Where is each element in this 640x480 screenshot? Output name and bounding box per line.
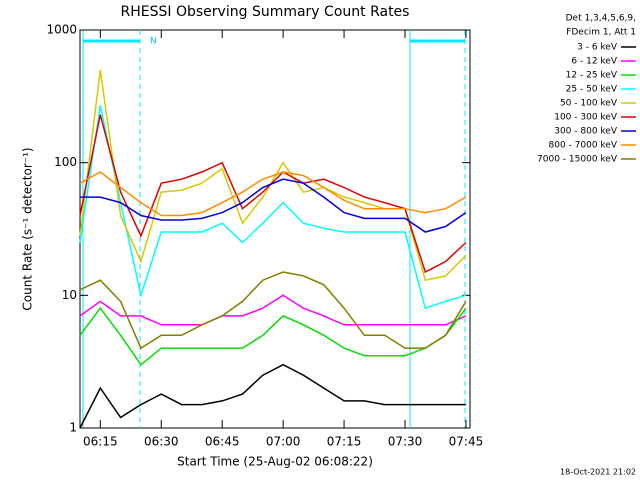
legend-header: Det 1,3,4,5,6,9, <box>566 14 636 24</box>
x-axis-label: Start Time (25-Aug-02 06:08:22) <box>177 455 373 469</box>
y-tick-label: 1000 <box>46 23 77 37</box>
legend-label: 3 - 6 keV <box>577 43 618 53</box>
y-tick-label: 1 <box>69 421 77 435</box>
legend-label: 300 - 800 keV <box>554 127 618 137</box>
x-tick-label: 07:00 <box>266 435 301 449</box>
series-line <box>79 105 467 310</box>
x-tick-label: 06:45 <box>205 435 240 449</box>
timestamp: 18-Oct-2021 21:02 <box>560 468 636 477</box>
night-markers <box>82 30 466 428</box>
series-line <box>79 306 467 366</box>
series-line <box>79 171 467 217</box>
night-label: N <box>150 37 157 47</box>
x-tick-label: 07:30 <box>388 435 423 449</box>
legend-label: 6 - 12 keV <box>571 57 617 67</box>
x-tick-label: 06:30 <box>144 435 179 449</box>
legend-label: 12 - 25 keV <box>566 71 618 81</box>
series-line <box>79 114 467 274</box>
legend-label: 800 - 7000 keV <box>549 141 618 151</box>
legend-label: 25 - 50 keV <box>566 85 618 95</box>
y-axis-label: Count Rate (s⁻¹ detector⁻¹) <box>21 147 35 310</box>
series-line <box>79 294 467 326</box>
legend-label: 7000 - 15000 keV <box>537 155 618 165</box>
series-line <box>79 363 466 429</box>
chart-title: RHESSI Observing Summary Count Rates <box>121 4 410 20</box>
x-tick-label: 07:15 <box>327 435 362 449</box>
x-tick-label: 06:15 <box>83 435 118 449</box>
x-tick-label: 07:45 <box>449 435 484 449</box>
series-line <box>80 178 467 233</box>
series-line <box>79 271 467 350</box>
y-tick-label: 100 <box>54 155 77 169</box>
plot-frame <box>79 29 471 429</box>
legend-label: 50 - 100 keV <box>560 99 618 109</box>
legend-label: 100 - 300 keV <box>554 113 618 123</box>
legend-header: FDecim 1, Att 1 <box>566 28 636 38</box>
y-tick-label: 10 <box>62 288 77 302</box>
